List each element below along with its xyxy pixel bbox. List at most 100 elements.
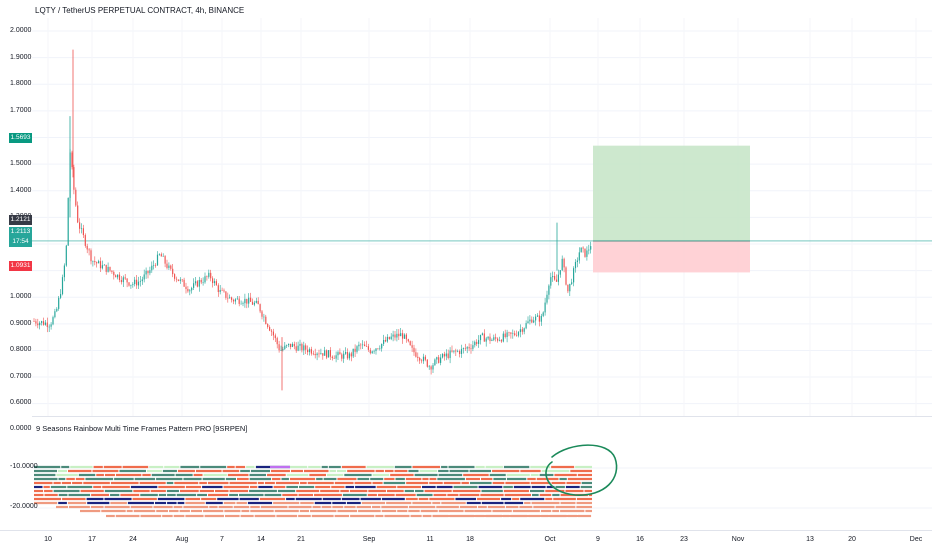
candle-body [485, 338, 487, 342]
last-price-tag: 1.2113 [9, 227, 32, 237]
candle-body [402, 333, 404, 339]
candle-body [343, 353, 345, 359]
candle-body [432, 365, 434, 370]
candle-body [517, 332, 520, 336]
candle-body [253, 302, 255, 305]
candle-body [436, 357, 438, 360]
candle-body [536, 315, 539, 317]
candle-body [360, 344, 362, 346]
candle-body [419, 357, 421, 361]
candle-body [204, 276, 206, 283]
candle-body [223, 290, 225, 292]
candle-body [101, 265, 103, 269]
candle-body [229, 297, 231, 299]
price-tick: 1.9000 [10, 53, 32, 61]
candle-body [98, 261, 100, 264]
candle-body [130, 284, 132, 286]
candle-body [381, 343, 383, 349]
price-tick: 1.0000 [10, 293, 32, 300]
candle-body [554, 276, 556, 280]
candle-body [52, 317, 54, 325]
candle-body [421, 360, 423, 362]
indicator-title[interactable]: 9 Seasons Rainbow Multi Time Frames Patt… [36, 424, 248, 433]
candle-body [276, 338, 278, 345]
candle-body [189, 290, 191, 292]
candle-body [282, 348, 284, 351]
candle-body [84, 235, 86, 246]
candle-body [141, 279, 143, 282]
candle-body [175, 278, 178, 280]
candle-body [109, 266, 111, 271]
candle-body [297, 345, 299, 351]
candle-body [242, 303, 244, 304]
candle-body [316, 353, 318, 356]
candle-body [137, 281, 140, 286]
price-tick: 1.8000 [10, 80, 32, 88]
candle-body [278, 344, 280, 351]
candle-body [65, 245, 67, 266]
candle-body [388, 336, 390, 340]
candle-body [274, 335, 276, 339]
candle-body [288, 343, 290, 346]
candle-body [489, 336, 491, 341]
price-tick: 1.5000 [10, 160, 32, 167]
candle-body [35, 321, 37, 324]
time-tick: 24 [129, 536, 137, 543]
candle-body [398, 333, 400, 337]
candle-body [464, 348, 466, 349]
candle-body [546, 294, 548, 303]
time-tick: 17 [88, 536, 96, 543]
candle-body [586, 250, 588, 257]
candle-body [438, 357, 440, 363]
candle-body [426, 359, 428, 367]
candle-body [407, 339, 409, 342]
candle-body [117, 274, 119, 278]
candle-body [151, 265, 153, 271]
candle-body [318, 353, 320, 355]
candle-body [516, 335, 518, 336]
candle-body [301, 344, 303, 351]
candle-body [563, 258, 565, 268]
candle-body [506, 332, 508, 338]
indicator-tick: 0.0000 [10, 425, 32, 432]
candle-body [170, 265, 172, 269]
time-axis[interactable] [0, 530, 932, 551]
candle-body [500, 340, 502, 342]
candle-body [411, 345, 413, 348]
candle-body [177, 279, 179, 281]
candle-body [573, 268, 575, 283]
candle-body [468, 347, 470, 349]
candle-body [322, 353, 324, 356]
green-circle-icon [545, 444, 618, 496]
candle-body [231, 297, 233, 300]
candle-body [512, 333, 514, 334]
time-tick: Oct [544, 536, 556, 543]
candle-body [103, 264, 105, 266]
candle-body [457, 351, 459, 352]
candle-body [107, 266, 109, 272]
candle-body [225, 291, 227, 298]
candle-body [514, 333, 516, 336]
candle-body [183, 279, 185, 287]
candle-body [354, 348, 356, 352]
candle-body [373, 350, 375, 352]
candle-body [502, 333, 504, 342]
candle-body [327, 350, 330, 358]
price-tick: 2.0000 [10, 27, 32, 34]
candle-body [145, 270, 147, 275]
candle-body [196, 281, 198, 287]
candle-body [533, 320, 535, 323]
pane-separator[interactable] [32, 416, 932, 417]
candle-body [139, 281, 141, 282]
candle-body [56, 308, 58, 312]
candle-body [147, 270, 149, 274]
candle-body [219, 289, 221, 293]
candle-body [375, 348, 377, 351]
candle-body [415, 352, 417, 357]
take-profit-zone [593, 145, 750, 241]
candle-body [424, 356, 426, 360]
candle-body [92, 261, 94, 262]
candle-body [565, 267, 567, 285]
time-tick: Sep [362, 536, 376, 543]
